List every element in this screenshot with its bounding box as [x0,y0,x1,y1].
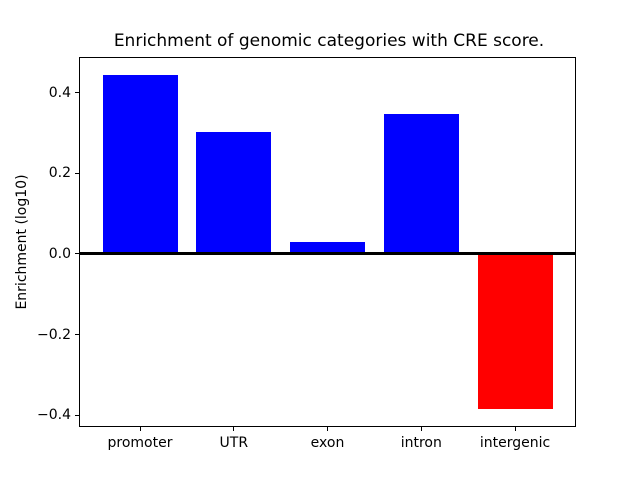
y-tick-label: −0.2 [37,326,71,343]
y-tick-mark [75,253,79,255]
y-tick-mark [75,414,79,416]
y-tick-label: −0.4 [37,407,71,424]
x-tick-label-exon: exon [310,435,345,451]
x-tick-mark [514,427,516,431]
y-tick-mark [75,92,79,94]
x-tick-label-UTR: UTR [219,435,249,451]
x-tick-label-intron: intron [400,435,442,451]
bar-UTR [196,131,272,254]
bar-promoter [102,74,178,254]
x-tick-mark [420,427,422,431]
y-axis-label: Enrichment (log10) [14,174,30,310]
x-tick-label-intergenic: intergenic [479,435,551,451]
x-tick-mark [327,427,328,431]
zero-line [80,252,575,256]
x-tick-mark [233,427,235,431]
plot-area [79,57,576,427]
y-tick-label: 0.4 [48,84,71,101]
chart-title: Enrichment of genomic categories with CR… [113,31,545,51]
x-tick-mark [139,427,141,431]
y-tick-label: 0.2 [48,165,71,182]
bar-intergenic [477,253,553,410]
y-tick-label: 0.0 [48,245,71,262]
bar-exon [290,241,365,254]
y-tick-mark [75,172,79,174]
y-tick-mark [75,334,79,335]
x-tick-label-promoter: promoter [107,435,173,451]
bar-intron [383,113,459,254]
